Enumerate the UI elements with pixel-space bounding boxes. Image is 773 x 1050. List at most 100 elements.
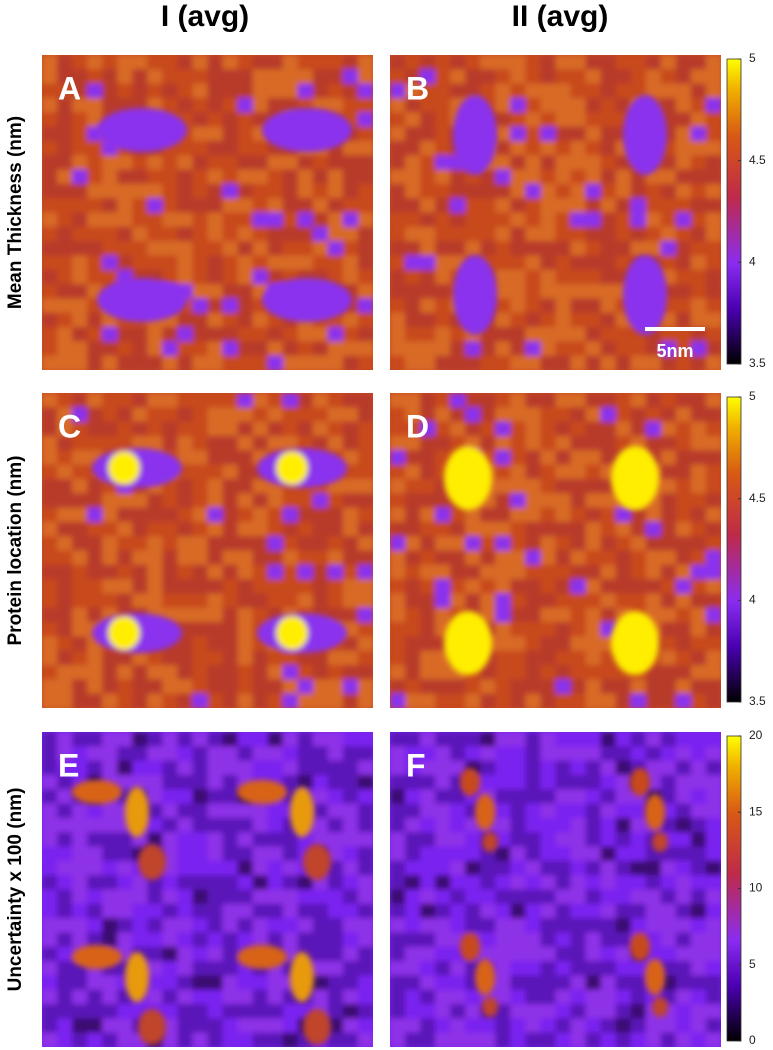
heatmap-cell <box>525 479 541 494</box>
heatmap-cell <box>390 565 406 580</box>
heatmap-cell <box>223 975 239 990</box>
heatmap-cell <box>72 665 88 680</box>
heatmap-cell <box>57 694 73 709</box>
heatmap-cell <box>102 508 118 523</box>
heatmap-cell <box>238 665 254 680</box>
heatmap-cell <box>480 422 496 437</box>
heatmap-cell <box>450 241 466 256</box>
heatmap-cell <box>343 341 359 356</box>
heatmap-cell <box>510 313 526 328</box>
heatmap-cell <box>676 184 692 199</box>
heatmap-cell <box>435 522 451 537</box>
heatmap-cell <box>313 804 329 819</box>
heatmap-cell <box>343 184 359 199</box>
heatmap-cell <box>510 407 526 422</box>
heatmap-cell <box>117 904 133 919</box>
heatmap-cell <box>571 732 587 747</box>
heatmap-cell <box>540 479 556 494</box>
heatmap-cell <box>253 522 269 537</box>
heatmap-cell <box>450 890 466 905</box>
heatmap-cell <box>616 932 632 947</box>
heatmap-cell <box>646 679 662 694</box>
heatmap-cell <box>268 436 284 451</box>
heatmap-cell <box>253 918 269 933</box>
heatmap-cell <box>390 804 406 819</box>
heatmap-cell <box>465 551 481 566</box>
colorbar-tick-label: 3.5 <box>749 356 766 370</box>
heatmap-cell <box>495 155 511 170</box>
heatmap-cell <box>420 284 436 299</box>
heatmap-cell <box>601 789 617 804</box>
heatmap-cell <box>571 947 587 962</box>
heatmap-cell <box>177 789 193 804</box>
heatmap-cell <box>192 804 208 819</box>
heatmap-cell <box>343 732 359 747</box>
heatmap-cell <box>676 84 692 99</box>
heatmap-cell <box>57 1018 73 1033</box>
heatmap-cell <box>358 255 374 270</box>
heatmap-cell <box>420 636 436 651</box>
heatmap-cell <box>540 1004 556 1019</box>
heatmap-cell <box>586 1033 602 1048</box>
heatmap-cell <box>253 341 269 356</box>
heatmap-cell <box>435 170 451 185</box>
heatmap-cell <box>72 356 88 371</box>
heatmap-cell <box>556 422 572 437</box>
heatmap-cell <box>57 579 73 594</box>
heatmap-cell <box>661 84 677 99</box>
heatmap-cell <box>358 1018 374 1033</box>
heatmap-cell <box>571 341 587 356</box>
heatmap-cell <box>706 298 722 313</box>
heatmap-cell <box>495 127 511 142</box>
heatmap-feature <box>262 278 352 322</box>
heatmap-cell <box>313 565 329 580</box>
heatmap-cell <box>525 832 541 847</box>
heatmap-cell <box>556 732 572 747</box>
heatmap-cell <box>253 975 269 990</box>
heatmap-cell <box>223 890 239 905</box>
heatmap-cell <box>343 651 359 666</box>
heatmap-cell <box>102 213 118 228</box>
heatmap-cell <box>208 651 224 666</box>
heatmap-cell <box>540 436 556 451</box>
heatmap-cell <box>208 1033 224 1048</box>
heatmap-cell <box>117 746 133 761</box>
heatmap-cell <box>525 1033 541 1048</box>
heatmap-cell <box>358 904 374 919</box>
heatmap-cell <box>676 947 692 962</box>
heatmap-cell <box>571 422 587 437</box>
heatmap-cell <box>405 536 421 551</box>
heatmap-cell <box>268 341 284 356</box>
heatmap-cell <box>177 508 193 523</box>
heatmap-cell <box>117 255 133 270</box>
heatmap-cell <box>208 112 224 127</box>
heatmap-cell <box>450 1033 466 1048</box>
heatmap-cell <box>616 213 632 228</box>
heatmap-cell <box>117 551 133 566</box>
heatmap-cell <box>177 155 193 170</box>
heatmap-cell <box>177 69 193 84</box>
heatmap-cell <box>540 536 556 551</box>
heatmap-cell <box>450 213 466 228</box>
heatmap-cell <box>177 313 193 328</box>
heatmap-cell <box>571 832 587 847</box>
heatmap-cell <box>435 536 451 551</box>
heatmap-cell <box>676 694 692 709</box>
heatmap-cell <box>525 608 541 623</box>
heatmap-cell <box>42 761 58 776</box>
heatmap-cell <box>192 679 208 694</box>
heatmap-cell <box>57 393 73 408</box>
heatmap-feature <box>108 616 140 650</box>
heatmap-cell <box>42 732 58 747</box>
heatmap-cell <box>87 141 103 156</box>
heatmap-cell <box>57 284 73 299</box>
heatmap-cell <box>42 961 58 976</box>
heatmap-cell <box>706 313 722 328</box>
heatmap-cell <box>480 1018 496 1033</box>
heatmap-cell <box>571 636 587 651</box>
heatmap-cell <box>253 875 269 890</box>
colorbar <box>727 59 741 364</box>
heatmap-cell <box>223 861 239 876</box>
heatmap-cell <box>390 313 406 328</box>
heatmap-cell <box>540 55 556 70</box>
